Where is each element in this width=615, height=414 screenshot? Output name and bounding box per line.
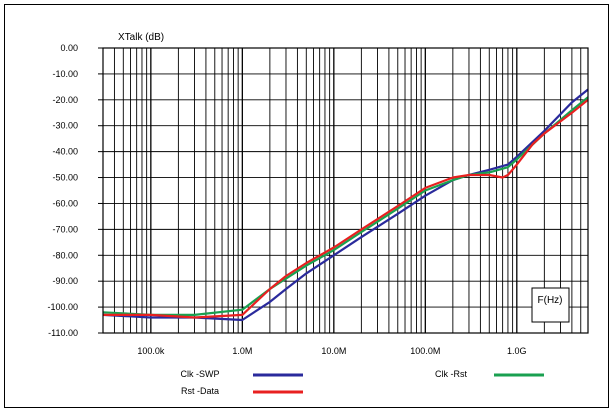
y-tick-label: -110.00 [48, 328, 78, 338]
series-layer [103, 90, 588, 321]
y-tick-label: -20.00 [52, 95, 78, 105]
y-tick-label: -90.00 [52, 276, 78, 286]
series-line [103, 100, 588, 318]
series-line [103, 90, 588, 321]
x-tick-label: 100.0k [137, 346, 165, 356]
grid-minor [103, 48, 588, 333]
y-axis-label: XTalk (dB) [118, 32, 164, 43]
y-tick-label: -50.00 [52, 173, 78, 183]
y-tick-label: -70.00 [52, 224, 78, 234]
x-tick-label: 1.0M [232, 346, 252, 356]
y-tick-label: -30.00 [52, 121, 78, 131]
x-tick-labels: 100.0k 1.0M 10.0M 100.0M 1.0G [137, 346, 526, 356]
y-tick-label: -40.00 [52, 147, 78, 157]
y-tick-label: -100.00 [47, 302, 78, 312]
legend-label: Clk -Rst [435, 369, 467, 379]
x-tick-label: 100.0M [410, 346, 440, 356]
legend-label: Clk -SWP [181, 369, 220, 379]
grid-major [103, 48, 588, 333]
y-tick-label: -80.00 [52, 250, 78, 260]
series-line [103, 97, 588, 315]
legend-label: Rst -Data [181, 386, 219, 396]
x-tick-label: 1.0G [507, 346, 527, 356]
y-tick-label: -10.00 [52, 69, 78, 79]
x-axis-label: F(Hz) [538, 295, 563, 306]
legend: Clk -SWP Rst -Data Clk -Rst [181, 369, 545, 396]
x-tick-label: 10.0M [321, 346, 346, 356]
y-tick-label: 0.00 [60, 43, 78, 53]
plot-border [103, 48, 588, 333]
y-tick-labels: 0.00 -10.00 -20.00 -30.00 -40.00 -50.00 -60.00… [47, 43, 103, 338]
y-tick-label: -60.00 [52, 198, 78, 208]
